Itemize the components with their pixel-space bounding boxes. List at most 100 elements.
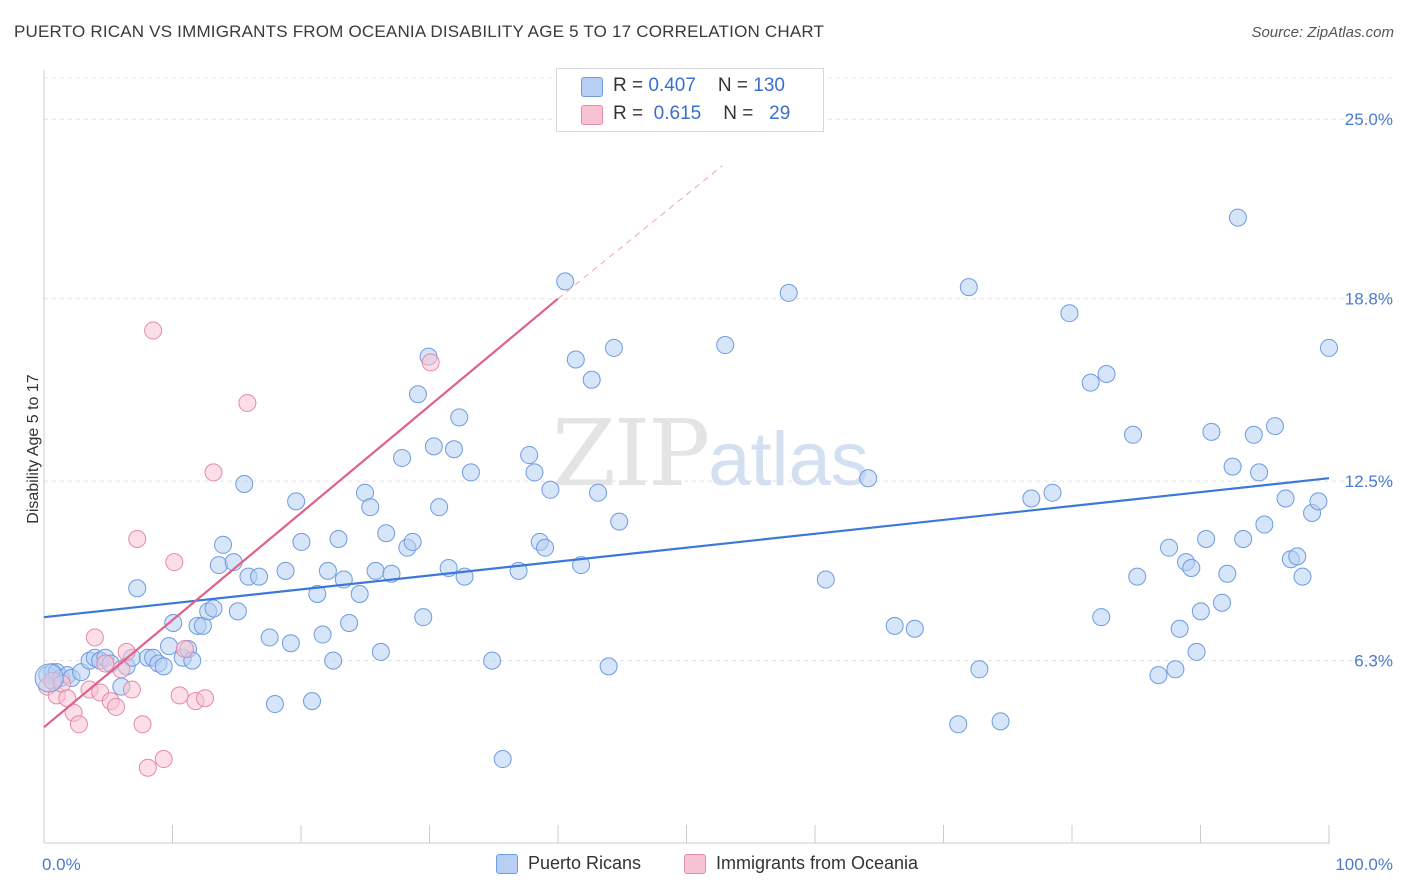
puerto-rican-point <box>209 556 228 575</box>
oceania-point <box>421 353 440 372</box>
puerto-rican-point <box>461 463 480 482</box>
puerto-rican-point <box>1124 425 1143 444</box>
puerto-rican-point <box>324 651 343 670</box>
y-tick-label: 18.8% <box>1345 290 1393 309</box>
puerto-rican-point <box>393 448 412 467</box>
puerto-rican-point <box>589 483 608 502</box>
puerto-rican-point <box>154 657 173 676</box>
puerto-rican-point <box>1149 666 1168 685</box>
bottom-legend-label: Puerto Ricans <box>528 853 642 873</box>
puerto-rican-point <box>313 625 332 644</box>
puerto-rican-point <box>1213 593 1232 612</box>
oceania-point <box>69 715 88 734</box>
puerto-rican-point <box>556 272 575 291</box>
puerto-rican-point <box>1097 364 1116 383</box>
puerto-rican-point <box>377 524 396 543</box>
puerto-rican-point <box>1128 567 1147 586</box>
puerto-rican-point <box>366 561 385 580</box>
puerto-rican-point <box>424 437 443 456</box>
puerto-rican-point <box>536 538 555 557</box>
legend-swatch-pink <box>581 105 603 125</box>
puerto-rican-point <box>371 642 390 661</box>
x-tick-label: 100.0% <box>1335 855 1393 874</box>
puerto-rican-point <box>1160 538 1179 557</box>
puerto-rican-point <box>1060 304 1079 323</box>
puerto-rican-point <box>525 463 544 482</box>
puerto-rican-point <box>1320 338 1338 357</box>
puerto-rican-point <box>520 446 539 465</box>
puerto-rican-point <box>1250 463 1269 482</box>
puerto-rican-point <box>566 350 585 369</box>
puerto-rican-point <box>303 692 322 711</box>
watermark-zip: ZIP <box>552 400 710 507</box>
puerto-rican-point <box>991 712 1010 731</box>
puerto-rican-point <box>430 498 449 517</box>
oceania-point <box>165 553 184 572</box>
correlation-legend: R = 0.407 N = 130 R = 0.615 N = 29 <box>556 68 824 132</box>
puerto-rican-point <box>260 628 279 647</box>
puerto-rican-point <box>340 613 359 632</box>
puerto-rican-point <box>281 634 300 653</box>
puerto-rican-point <box>599 657 618 676</box>
puerto-rican-point <box>959 278 978 297</box>
puerto-rican-point <box>541 480 560 499</box>
puerto-rican-point <box>779 283 798 302</box>
puerto-rican-point <box>160 637 179 656</box>
puerto-rican-point <box>1228 208 1247 227</box>
puerto-rican-point <box>1166 660 1185 679</box>
puerto-rican-point <box>970 660 989 679</box>
oceania-point <box>154 750 173 769</box>
puerto-rican-point <box>128 579 147 598</box>
puerto-rican-point <box>1255 515 1274 534</box>
y-tick-label: 6.3% <box>1354 652 1393 671</box>
puerto-rican-point <box>1202 422 1221 441</box>
puerto-rican-point <box>214 535 233 554</box>
puerto-rican-point <box>265 695 284 714</box>
oceania-point <box>133 715 152 734</box>
puerto-rican-point <box>250 567 269 586</box>
y-tick-label: 12.5% <box>1345 472 1393 491</box>
puerto-rican-point <box>1218 564 1237 583</box>
puerto-rican-point <box>610 512 629 531</box>
puerto-rican-point <box>350 585 369 604</box>
puerto-rican-point <box>276 561 295 580</box>
puerto-rican-point <box>1182 558 1201 577</box>
puerto-rican-point <box>318 561 337 580</box>
puerto-rican-point <box>1170 619 1189 638</box>
oceania-point <box>107 697 126 716</box>
puerto-rican-point <box>493 750 512 769</box>
puerto-rican-point <box>235 475 254 494</box>
bottom-legend-swatch-blue <box>496 854 518 874</box>
legend-r-label: R = <box>613 75 649 96</box>
puerto-rican-point <box>361 498 380 517</box>
puerto-rican-point <box>949 715 968 734</box>
puerto-rican-trendline <box>43 477 1330 619</box>
puerto-rican-point <box>1197 530 1216 549</box>
puerto-rican-point <box>287 492 306 511</box>
oceania-point <box>170 686 189 705</box>
legend-n-label: N = <box>717 75 754 96</box>
puerto-rican-point <box>1234 530 1253 549</box>
puerto-rican-point <box>816 570 835 589</box>
oceania-point <box>138 758 157 777</box>
bottom-legend-swatch-pink <box>684 854 706 874</box>
puerto-rican-point <box>403 532 422 551</box>
puerto-rican-point <box>572 556 591 575</box>
zipatlas-watermark: ZIPatlas <box>552 400 869 507</box>
puerto-rican-point <box>1309 492 1328 511</box>
puerto-rican-point <box>329 530 348 549</box>
puerto-rican-point <box>1043 483 1062 502</box>
puerto-rican-point <box>450 408 469 427</box>
legend-r-value: 0.615 <box>648 103 702 124</box>
puerto-rican-point <box>164 613 183 632</box>
oceania-point <box>144 321 163 340</box>
oceania-point <box>96 654 115 673</box>
puerto-rican-point <box>905 619 924 638</box>
puerto-rican-cluster-point <box>34 663 64 693</box>
puerto-rican-point <box>292 532 311 551</box>
oceania-point <box>128 530 147 549</box>
puerto-rican-point <box>1276 489 1295 508</box>
source-label: Source: ZipAtlas.com <box>1251 24 1394 41</box>
legend-swatch-blue <box>581 77 603 97</box>
